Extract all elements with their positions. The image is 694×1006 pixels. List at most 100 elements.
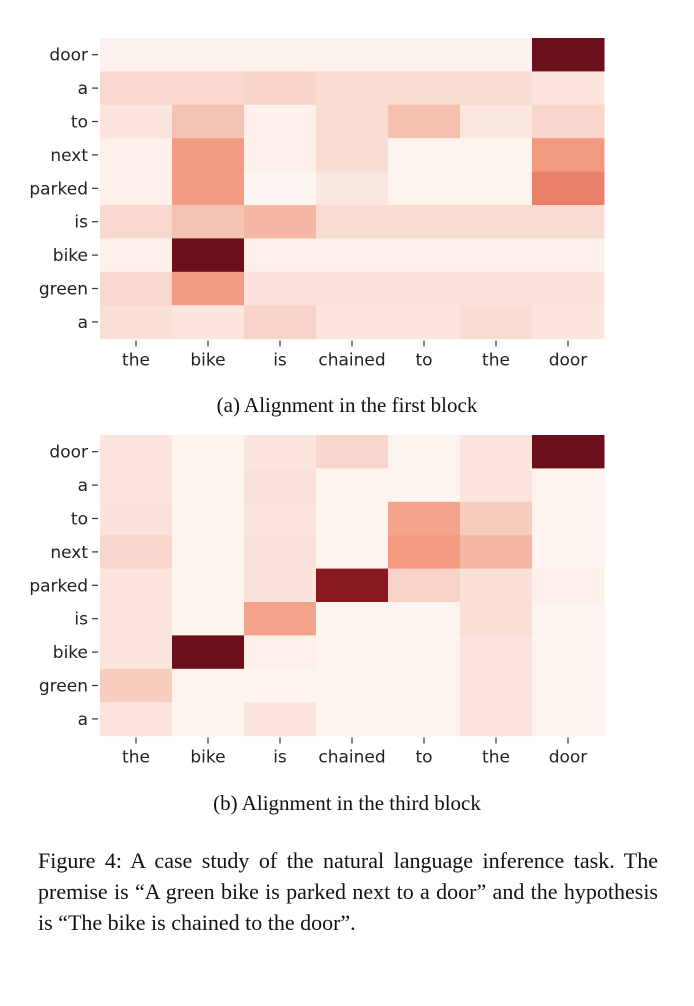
heatmap-cell-0-r8-c2 <box>244 305 317 340</box>
heatmap-cell-0-r7-c0 <box>100 271 173 306</box>
heatmap-cell-0-r0-c1 <box>172 38 245 72</box>
heatmap-cell-0-r4-c1 <box>172 171 245 206</box>
heatmap-cell-1-r5-c0 <box>100 602 173 636</box>
heatmap-cell-0-r6-c5 <box>460 238 533 273</box>
heatmap-cell-1-r0-c4 <box>388 435 461 469</box>
heatmap-first-block: door a to next parked is bike green a the bike is ch… <box>0 28 694 383</box>
heatmap-cell-1-r4-c0 <box>100 568 173 603</box>
heatmap-cell-0-r8-c0 <box>100 305 173 340</box>
heatmap-cell-1-r8-c6 <box>532 702 605 737</box>
x-label-1-3: chained <box>318 748 385 768</box>
x-label-1-0: the <box>122 748 150 768</box>
heatmap-cell-1-r8-c0 <box>100 702 173 737</box>
heatmap-cell-1-r4-c5 <box>460 568 533 603</box>
heatmap-cell-0-r1-c6 <box>532 71 605 106</box>
heatmap-cell-0-r5-c5 <box>460 205 533 239</box>
heatmap-cell-0-r2-c6 <box>532 104 605 139</box>
heatmap-cell-0-r3-c5 <box>460 138 533 173</box>
heatmap-cell-1-r1-c0 <box>100 468 173 503</box>
heatmap-cell-1-r7-c0 <box>100 668 173 703</box>
heatmap-cell-0-r5-c2 <box>244 205 317 239</box>
heatmap-cell-0-r6-c3 <box>316 238 389 273</box>
heatmap-cell-1-r8-c3 <box>316 702 389 737</box>
figure-caption: Figure 4: A case study of the natural la… <box>38 848 658 935</box>
heatmap-cell-1-r4-c1 <box>172 568 245 603</box>
x-label-1-1: bike <box>190 748 225 768</box>
heatmap-cell-0-r4-c4 <box>388 171 461 206</box>
y-label-1-1: a <box>78 476 88 496</box>
heatmap-cell-1-r5-c3 <box>316 602 389 636</box>
heatmap-cell-0-r6-c2 <box>244 238 317 273</box>
heatmap-cell-0-r0-c2 <box>244 38 317 72</box>
heatmap-cell-1-r1-c6 <box>532 468 605 503</box>
heatmap-cell-1-r6-c4 <box>388 635 461 670</box>
x-label-0-0: the <box>122 351 150 371</box>
heatmap-cell-0-r7-c3 <box>316 271 389 306</box>
heatmap-cell-1-r3-c6 <box>532 535 605 570</box>
heatmap-cell-0-r3-c1 <box>172 138 245 173</box>
heatmap-cell-0-r2-c0 <box>100 104 173 139</box>
heatmap-cell-1-r6-c1 <box>172 635 245 670</box>
heatmap-cell-0-r1-c0 <box>100 71 173 106</box>
y-label-0-1: a <box>78 79 88 99</box>
heatmap-cell-0-r3-c0 <box>100 138 173 173</box>
y-label-1-3: next <box>50 543 88 563</box>
heatmap-cell-0-r4-c6 <box>532 171 605 206</box>
heatmap-cell-1-r2-c4 <box>388 501 461 536</box>
heatmap-first-block-svg: door a to next parked is bike green a the bike is ch… <box>29 38 605 371</box>
heatmap-cell-1-r1-c2 <box>244 468 317 503</box>
heatmap-cell-0-r0-c3 <box>316 38 389 72</box>
x-label-0-5: the <box>482 351 510 371</box>
heatmap-cell-1-r3-c5 <box>460 535 533 570</box>
y-label-1-7: green <box>39 677 88 697</box>
heatmap-cell-0-r7-c2 <box>244 271 317 306</box>
heatmap-cell-1-r4-c2 <box>244 568 317 603</box>
heatmap-cell-0-r3-c2 <box>244 138 317 173</box>
heatmap-cell-1-r1-c3 <box>316 468 389 503</box>
heatmap-cell-0-r2-c5 <box>460 104 533 139</box>
heatmap-cell-1-r8-c4 <box>388 702 461 737</box>
heatmap-cell-1-r7-c3 <box>316 668 389 703</box>
heatmap-cell-0-r4-c0 <box>100 171 173 206</box>
heatmap-cell-1-r5-c4 <box>388 602 461 636</box>
x-label-1-5: the <box>482 748 510 768</box>
heatmap-cell-1-r2-c1 <box>172 501 245 536</box>
heatmap-cell-1-r5-c6 <box>532 602 605 636</box>
heatmap-cell-0-r0-c6 <box>532 38 605 72</box>
x-label-0-1: bike <box>190 351 225 371</box>
heatmap-third-block-svg: door a to next parked is bike green a the bike is ch… <box>29 435 605 768</box>
heatmap-cell-0-r8-c4 <box>388 305 461 340</box>
heatmap-cell-0-r3-c4 <box>388 138 461 173</box>
heatmap-cell-1-r2-c6 <box>532 501 605 536</box>
heatmap-cell-0-r2-c1 <box>172 104 245 139</box>
heatmap-cell-0-r5-c6 <box>532 205 605 239</box>
heatmap-cell-1-r7-c2 <box>244 668 317 703</box>
x-label-1-6: door <box>549 748 588 768</box>
heatmap-cell-1-r0-c1 <box>172 435 245 469</box>
y-label-1-4: parked <box>29 576 88 596</box>
heatmap-cell-0-r7-c6 <box>532 271 605 306</box>
heatmap-cell-1-r6-c3 <box>316 635 389 670</box>
heatmap-cell-0-r1-c1 <box>172 71 245 106</box>
x-label-0-4: to <box>415 351 432 371</box>
heatmap-cell-0-r7-c1 <box>172 271 245 306</box>
heatmap-cell-0-r0-c5 <box>460 38 533 72</box>
heatmap-cell-1-r2-c5 <box>460 501 533 536</box>
heatmap-cell-1-r3-c3 <box>316 535 389 570</box>
heatmap-cell-0-r1-c3 <box>316 71 389 106</box>
heatmap-cell-0-r3-c3 <box>316 138 389 173</box>
heatmap-cell-0-r6-c0 <box>100 238 173 273</box>
subcaption-first-block: (a) Alignment in the first block <box>216 393 478 417</box>
heatmap-cell-1-r4-c3 <box>316 568 389 603</box>
heatmap-cell-0-r6-c1 <box>172 238 245 273</box>
heatmap-cell-1-r3-c4 <box>388 535 461 570</box>
heatmap-cell-1-r2-c0 <box>100 501 173 536</box>
heatmap-cell-1-r8-c1 <box>172 702 245 737</box>
y-label-0-6: bike <box>53 246 88 266</box>
heatmap-cell-1-r2-c2 <box>244 501 317 536</box>
heatmap-cell-0-r1-c4 <box>388 71 461 106</box>
heatmap-cell-0-r4-c5 <box>460 171 533 206</box>
y-label-0-8: a <box>78 313 88 333</box>
heatmap-cell-1-r0-c0 <box>100 435 173 469</box>
heatmap-cell-0-r2-c4 <box>388 104 461 139</box>
